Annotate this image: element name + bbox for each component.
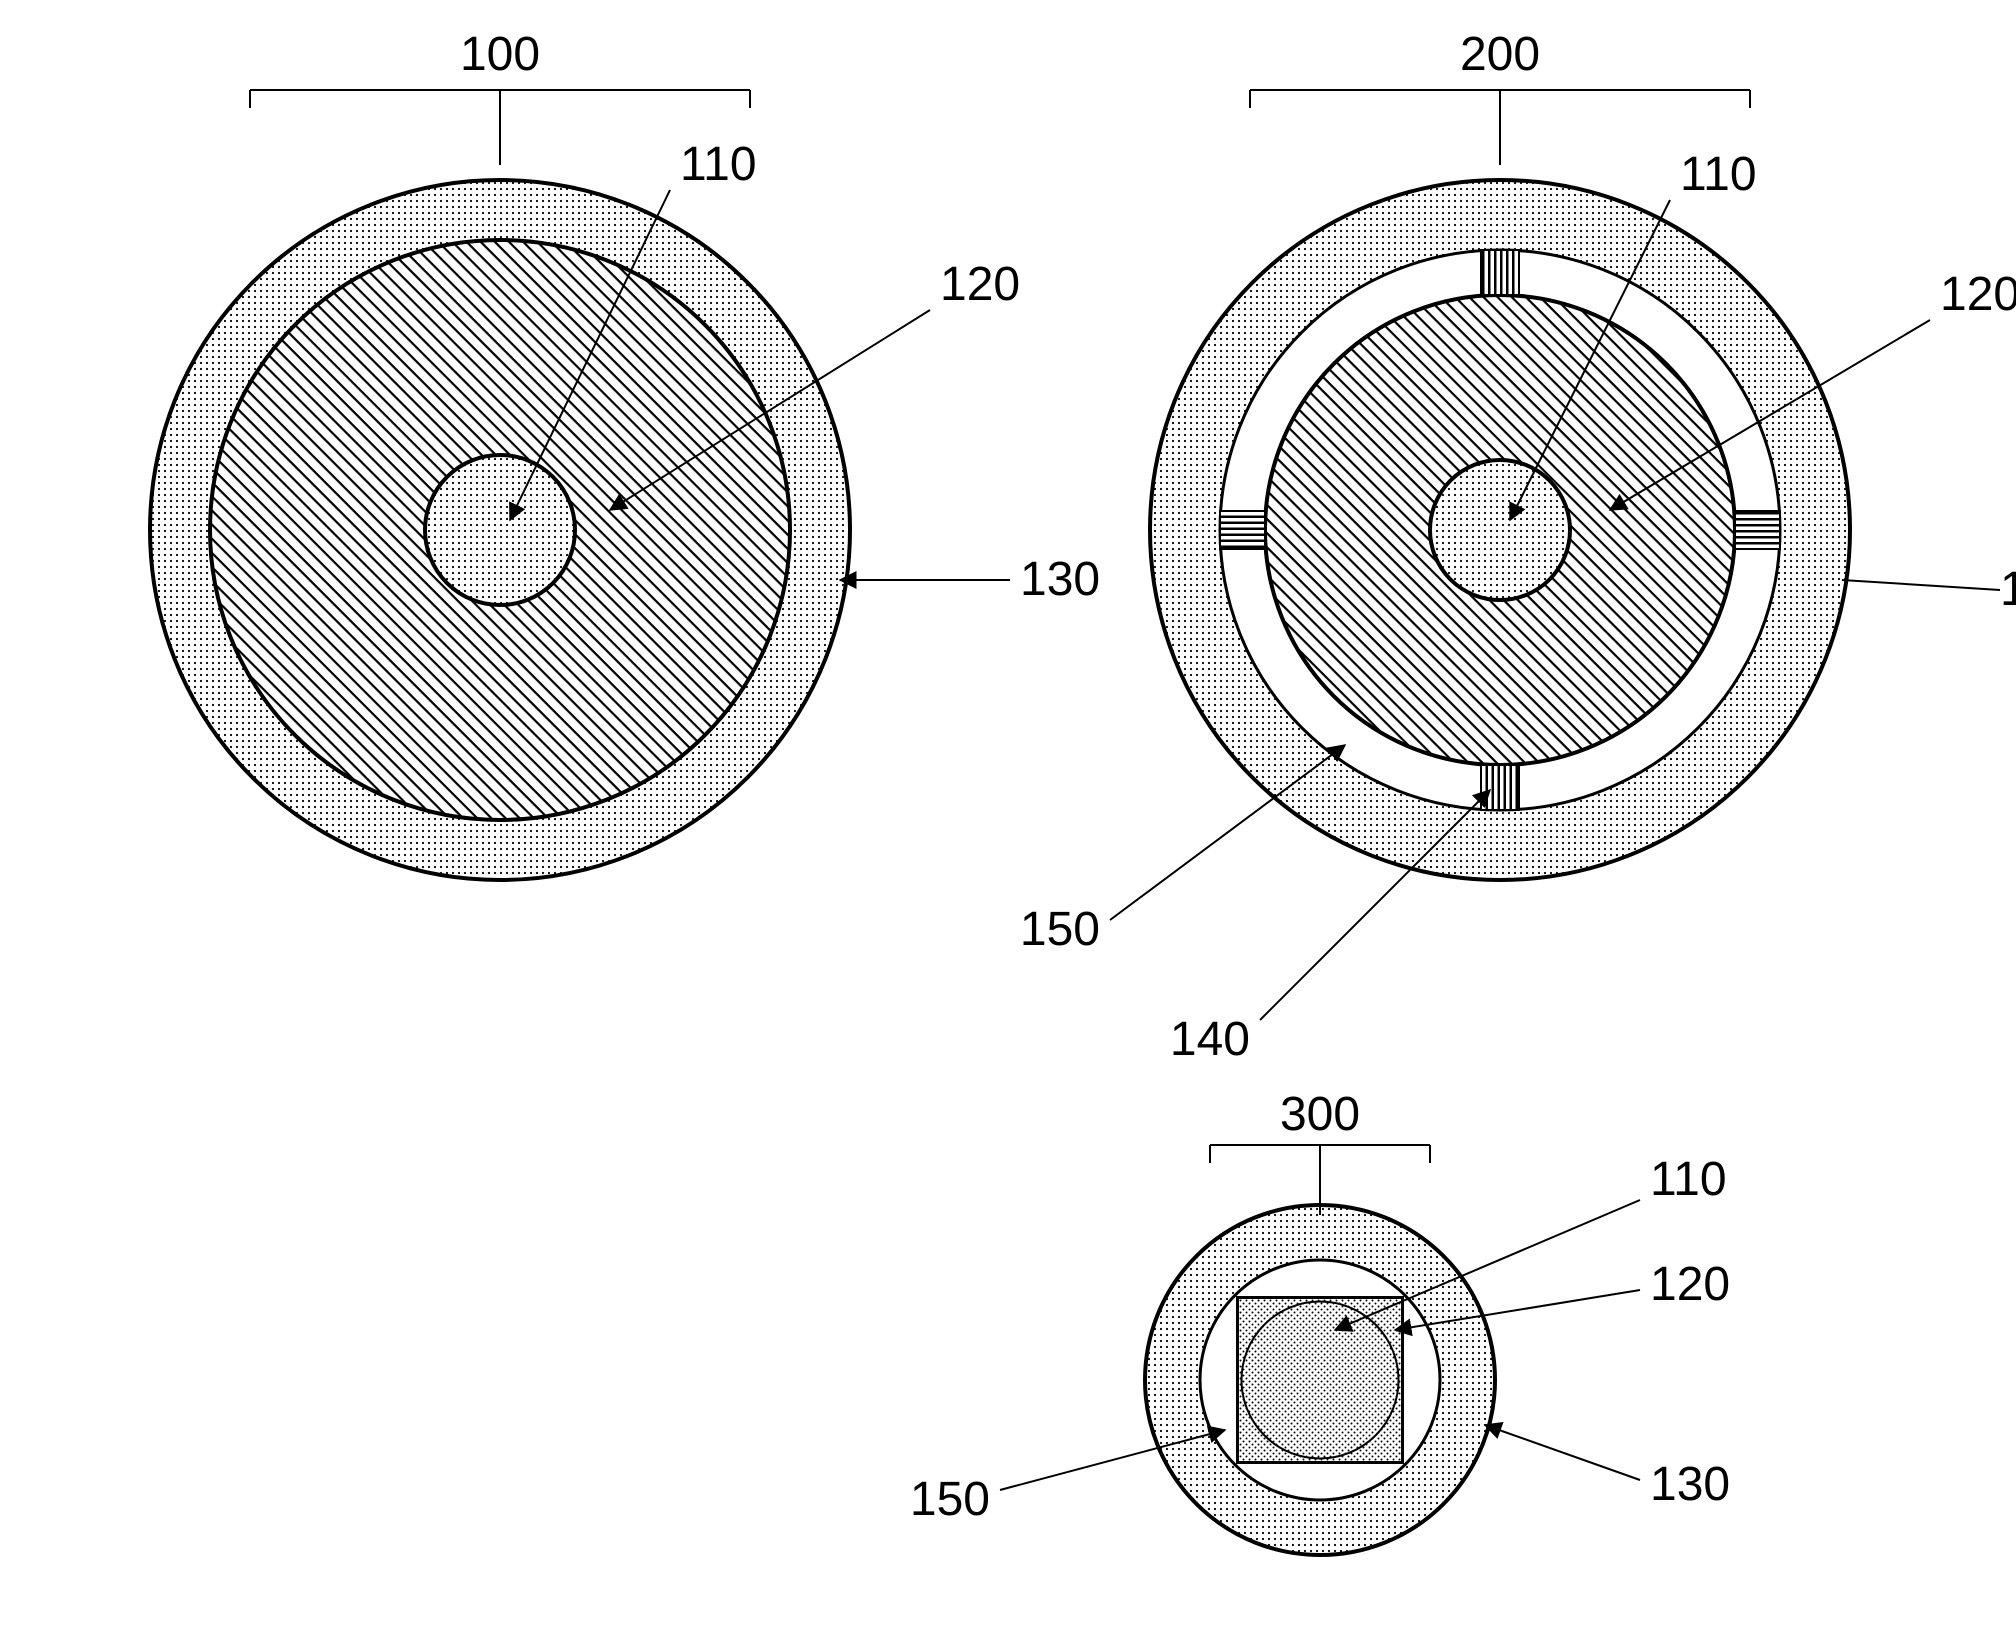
core-110 — [1430, 460, 1570, 600]
callout-label: 120 — [940, 258, 1020, 311]
callout-label: 130 — [1650, 1458, 1730, 1511]
bracket-label: 100 — [460, 28, 540, 81]
bracket-label: 200 — [1460, 28, 1540, 81]
callout-label: 150 — [1020, 903, 1100, 956]
callout-label: 120 — [1650, 1258, 1730, 1311]
bridge-140 — [1481, 250, 1519, 295]
callout-label: 120 — [1940, 268, 2016, 321]
diagram-200 — [1150, 180, 1850, 880]
diagram-300 — [1145, 1205, 1495, 1555]
callout-label: 130 — [2000, 563, 2016, 616]
square-core-110 — [1238, 1298, 1403, 1463]
diagram-canvas: 100 110 120 130 200 110 120 130 150 140 300 110 120 1… — [0, 0, 2016, 1631]
bridge-140 — [1220, 511, 1265, 549]
callout-label: 110 — [680, 138, 757, 191]
callout-label: 130 — [1020, 553, 1100, 606]
core-110 — [425, 455, 575, 605]
bracket-label: 300 — [1280, 1088, 1360, 1141]
diagram-100 — [150, 180, 850, 880]
bridge-140 — [1735, 511, 1780, 549]
callout-label: 110 — [1650, 1153, 1727, 1206]
callout-label: 150 — [910, 1473, 990, 1526]
callout-label: 110 — [1680, 148, 1757, 201]
callout-label: 140 — [1170, 1013, 1250, 1066]
bridge-140 — [1481, 765, 1519, 810]
